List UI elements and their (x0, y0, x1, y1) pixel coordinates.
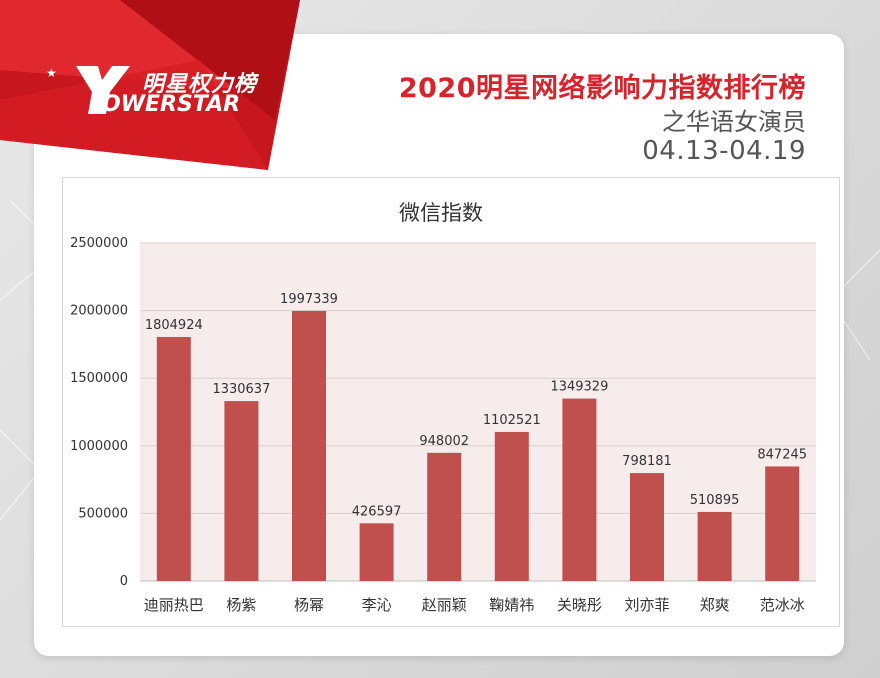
data-label: 1102521 (483, 413, 541, 428)
x-category-label: 郑爽 (700, 596, 730, 614)
y-tick-label: 0 (120, 574, 128, 589)
data-label: 948002 (419, 434, 469, 449)
bar (427, 452, 462, 581)
x-category-label: 迪丽热巴 (144, 596, 204, 614)
logo-chinese-text: 明星权力榜 (142, 72, 258, 97)
bar (765, 466, 800, 581)
y-tick-label: 1500000 (70, 371, 128, 386)
chart-title: 微信指数 (399, 201, 483, 225)
data-label: 426597 (352, 504, 402, 519)
x-category-label: 关晓彤 (557, 596, 602, 614)
x-category-label: 鞠婧祎 (489, 596, 534, 614)
x-category-label: 杨紫 (226, 596, 256, 614)
bar (292, 310, 326, 581)
y-tick-label: 1000000 (70, 439, 128, 454)
y-tick-label: 500000 (78, 506, 128, 521)
bar (697, 511, 732, 581)
bar (562, 398, 597, 581)
data-label: 847245 (757, 447, 807, 462)
data-label: 1804924 (145, 318, 203, 333)
y-tick-label: 2500000 (70, 236, 128, 251)
x-category-label: 赵丽颖 (422, 596, 467, 614)
bar (224, 401, 259, 581)
bar (359, 523, 394, 581)
y-tick-label: 2000000 (70, 304, 128, 319)
data-label: 1997339 (280, 292, 338, 307)
data-label: 1330637 (212, 382, 270, 397)
x-category-label: 范冰冰 (760, 596, 805, 614)
data-label: 510895 (690, 493, 740, 508)
logo-mark-icon (76, 66, 130, 114)
brand-red-banner (0, 0, 300, 170)
data-label: 1349329 (550, 380, 608, 395)
x-category-label: 杨幂 (294, 596, 324, 614)
bar (156, 336, 191, 581)
bar (630, 473, 664, 581)
logo-english-text: OWERSTAR (102, 92, 241, 117)
powerstar-logo: 明星权力榜 OWERSTAR (72, 64, 282, 120)
page-title: 2020明星网络影响力指数排行榜 (398, 73, 806, 104)
page-subtitle: 之华语女演员 (662, 108, 806, 136)
bar (494, 431, 529, 581)
x-category-label: 李沁 (362, 596, 392, 614)
data-label: 798181 (622, 454, 672, 469)
star-icon: ★ (46, 66, 57, 80)
x-category-label: 刘亦菲 (624, 596, 669, 614)
date-range: 04.13-04.19 (642, 136, 806, 166)
